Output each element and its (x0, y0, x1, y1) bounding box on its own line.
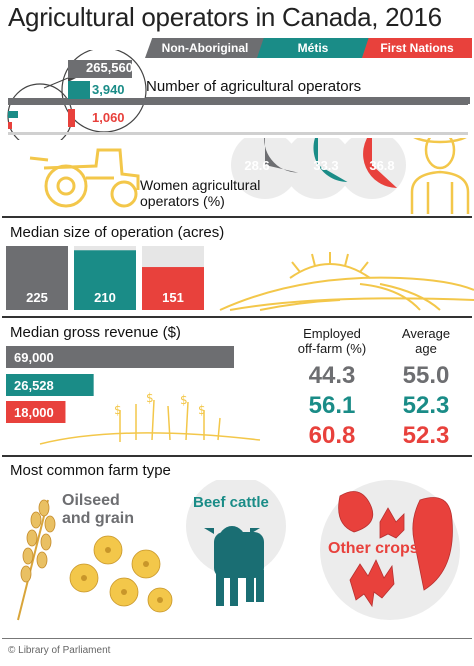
other-crops-label: Other crops (328, 540, 419, 557)
women-value-metis: 33.3 (313, 158, 339, 173)
age-value-metis: 52.3 (402, 392, 450, 419)
operators-graphic (7, 50, 468, 140)
divider-footer (2, 638, 472, 639)
revenue-value-first-nations: 18,000 (14, 405, 54, 420)
pie-slice-non-aboriginal (264, 138, 299, 173)
wheat-icon (17, 499, 56, 621)
median-size-heading: Median size of operation (acres) (10, 224, 225, 241)
pie-slice-metis (313, 138, 348, 182)
revenue-bar-metis (6, 374, 94, 396)
women-graphic (29, 138, 470, 214)
legend-non-aboriginal: Non-Aboriginal (145, 38, 265, 58)
size-bar-non-aboriginal (6, 246, 68, 310)
money-plants-icon: $ $ $ $ (39, 391, 261, 445)
revenue-bar-non-aboriginal (6, 346, 234, 368)
operators-bar-first-nations (68, 109, 75, 127)
legend-metis-label: Métis (297, 41, 329, 55)
operators-value-metis: 3,940 (92, 82, 125, 97)
operators-bar-non-aboriginal (68, 60, 132, 78)
farm-type-graphic (17, 480, 460, 621)
operators-heading: Number of agricultural operators (146, 78, 362, 95)
divider-2 (2, 316, 472, 318)
legend-first-nations: First Nations (362, 38, 472, 58)
employed-heading-line2: off-farm (%) (297, 341, 367, 356)
size-value-first-nations: 151 (162, 290, 184, 305)
employed-value-non-aboriginal: 44.3 (308, 362, 356, 389)
fields-sunrise-icon (219, 252, 474, 311)
beef-cattle-label: Beef cattle (193, 494, 269, 511)
women-value-first-nations: 36.8 (369, 158, 395, 173)
age-value-first-nations: 52.3 (402, 422, 450, 449)
size-value-non-aboriginal: 225 (26, 290, 48, 305)
age-heading-line1: Average (401, 326, 451, 341)
divider-3 (2, 455, 472, 457)
women-value-non-aboriginal: 28.6 (244, 158, 270, 173)
pie-bg-metis (284, 138, 352, 199)
svg-text:$: $ (114, 403, 122, 417)
legend-non-aboriginal-label: Non-Aboriginal (161, 41, 249, 55)
employed-value-metis: 56.1 (308, 392, 356, 419)
canola-flower-centers-icon (81, 547, 163, 603)
operators-bar-extension (146, 97, 470, 104)
oilseed-label: Oilseed and grain (62, 492, 134, 528)
pie-bg-non-aboriginal (231, 138, 299, 199)
operators-value-non-aboriginal: 265,560 (86, 60, 133, 75)
revenue-value-non-aboriginal: 69,000 (14, 350, 54, 365)
operators-baseline (8, 132, 468, 135)
legend-metis: Métis (257, 38, 369, 58)
svg-text:$: $ (180, 393, 188, 407)
women-heading: Women agricultural operators (%) (140, 177, 260, 209)
age-value-non-aboriginal: 55.0 (402, 362, 450, 389)
divider-1 (2, 216, 472, 218)
employed-value-first-nations: 60.8 (308, 422, 356, 449)
revenue-chart: $ $ $ $ (6, 346, 261, 445)
revenue-bar-first-nations (6, 401, 66, 423)
women-heading-line2: operators (%) (140, 193, 225, 209)
oilseed-label-line1: Oilseed (62, 492, 120, 509)
connector-line (43, 77, 69, 89)
footer-credit: © Library of Parliament (8, 645, 111, 656)
age-heading-line2: age (415, 341, 437, 356)
women-heading-line1: Women agricultural (140, 177, 261, 193)
revenue-value-metis: 26,528 (14, 378, 54, 393)
legend-first-nations-label: First Nations (380, 41, 454, 55)
oilseed-label-line2: and grain (62, 510, 135, 527)
cow-icon (204, 526, 264, 606)
operators-value-first-nations: 1,060 (92, 110, 125, 125)
farmer-woman-icon (410, 138, 470, 214)
operators-bar-fn-small (8, 122, 12, 129)
tractor-icon (29, 148, 140, 208)
other-crops-icon (338, 491, 453, 608)
age-heading: Average age (386, 326, 466, 356)
revenue-heading: Median gross revenue ($) (10, 324, 181, 341)
median-size-chart (6, 246, 474, 311)
size-bar-metis (74, 250, 136, 310)
pie-slice-first-nations (363, 138, 398, 188)
canola-flowers-icon (69, 535, 173, 613)
operators-bar-metis (68, 81, 90, 99)
size-value-metis: 210 (94, 290, 116, 305)
page-title: Agricultural operators in Canada, 2016 (8, 2, 442, 32)
size-bar-first-nations (142, 267, 204, 310)
employed-heading-line1: Employed (303, 326, 361, 341)
svg-text:$: $ (198, 403, 206, 417)
farm-type-heading: Most common farm type (10, 462, 171, 479)
operators-bar-metis-small (8, 111, 18, 118)
employed-heading: Employed off-farm (%) (292, 326, 372, 356)
svg-text:$: $ (146, 391, 154, 405)
